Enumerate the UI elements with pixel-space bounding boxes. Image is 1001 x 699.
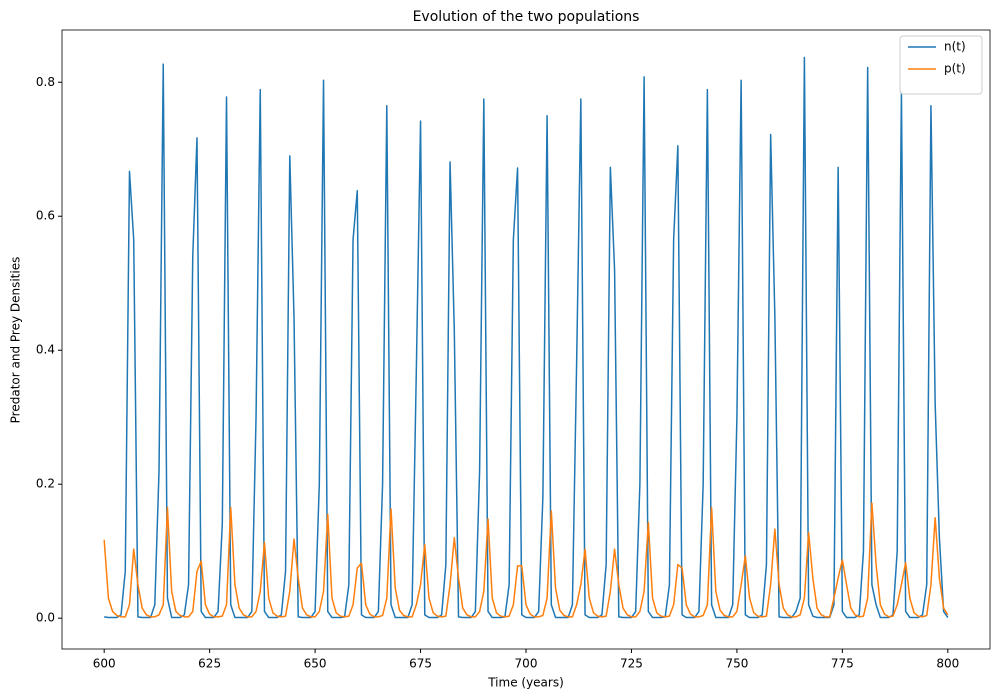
x-tick-label: 775 bbox=[831, 657, 854, 671]
y-tick-label: 0.6 bbox=[36, 209, 55, 223]
x-tick-label: 750 bbox=[725, 657, 748, 671]
x-tick-label: 675 bbox=[409, 657, 432, 671]
chart-title: Evolution of the two populations bbox=[413, 9, 640, 25]
line-series bbox=[103, 502, 949, 618]
y-tick-label: 0.0 bbox=[36, 611, 55, 625]
x-axis-label: Time (years) bbox=[487, 676, 564, 690]
y-tick-label: 0.8 bbox=[36, 75, 55, 89]
x-tick-label: 725 bbox=[620, 657, 643, 671]
plot-frame bbox=[61, 29, 991, 650]
legend-label: n(t) bbox=[944, 40, 966, 54]
y-tick-label: 0.4 bbox=[36, 343, 55, 357]
line-series bbox=[104, 56, 949, 619]
x-tick-label: 700 bbox=[515, 657, 538, 671]
y-axis-label: Predator and Prey Densities bbox=[9, 257, 23, 424]
legend-box bbox=[899, 35, 983, 95]
y-tick-label: 0.2 bbox=[36, 477, 55, 491]
x-tick-label: 625 bbox=[198, 657, 221, 671]
x-tick-label: 650 bbox=[304, 657, 327, 671]
x-tick-label: 600 bbox=[93, 657, 116, 671]
x-tick-label: 800 bbox=[936, 657, 959, 671]
legend-label: p(t) bbox=[944, 62, 966, 76]
